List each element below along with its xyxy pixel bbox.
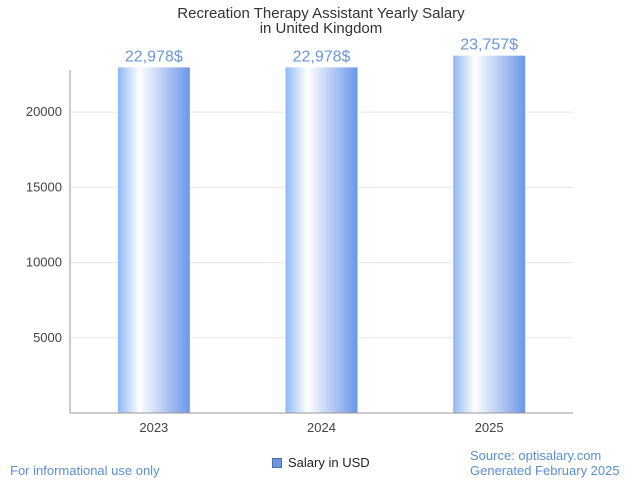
source-text: Source: optisalary.com (470, 448, 602, 463)
y-tick-label: 15000 (26, 179, 62, 194)
chart-title-line-2: in United Kingdom (260, 20, 383, 37)
legend-label: Salary in USD (288, 455, 370, 470)
generated-date-text: Generated February 2025 (470, 463, 620, 478)
data-label-2023: 22,978$ (125, 48, 183, 65)
bar-2024 (285, 67, 358, 413)
legend: Salary in USD (272, 455, 370, 470)
y-tick-label: 5000 (33, 330, 62, 345)
x-tick-label-2023: 2023 (139, 420, 168, 435)
chart-title-line-1: Recreation Therapy Assistant Yearly Sala… (177, 5, 465, 22)
x-axis-ticks: 2023 2024 2025 (139, 420, 503, 435)
y-tick-label: 20000 (26, 104, 62, 119)
data-labels: 22,978$ 22,978$ 23,757$ (125, 37, 518, 66)
legend-swatch (272, 457, 282, 468)
x-tick-label-2024: 2024 (307, 420, 336, 435)
bars (117, 55, 526, 414)
bar-2023 (117, 67, 190, 413)
y-tick-label: 10000 (26, 255, 62, 270)
bar-2025 (453, 55, 526, 414)
x-tick-label-2025: 2025 (475, 420, 504, 435)
y-axis-ticks: 5000 10000 15000 20000 (26, 104, 62, 345)
data-label-2024: 22,978$ (293, 48, 351, 65)
disclaimer-text: For informational use only (10, 463, 160, 478)
data-label-2025: 23,757$ (460, 37, 518, 54)
